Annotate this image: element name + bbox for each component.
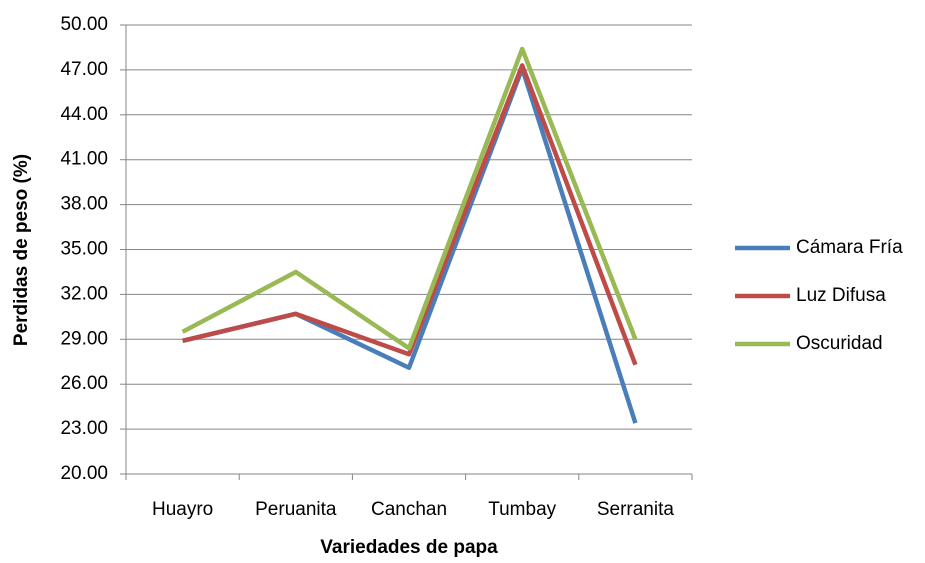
- x-axis-title: Variedades de papa: [320, 537, 498, 558]
- series-line: [182, 63, 638, 366]
- y-tick-label: 32.00: [60, 283, 108, 304]
- y-tick-label: 26.00: [60, 373, 108, 394]
- y-tick-label: 23.00: [60, 418, 108, 439]
- y-tick-label: 41.00: [60, 149, 108, 170]
- y-tick-label: 29.00: [60, 328, 108, 349]
- series-line: [182, 66, 638, 424]
- y-tick-label: 20.00: [60, 463, 108, 484]
- x-tick-label: Canchan: [371, 499, 447, 520]
- legend-label: Oscuridad: [796, 333, 883, 354]
- x-tick-label: Peruanita: [255, 499, 337, 520]
- legend-label: Cámara Fría: [796, 237, 903, 258]
- y-tick-label: 35.00: [60, 239, 108, 260]
- y-tick-label: 38.00: [60, 194, 108, 215]
- series-line: [181, 46, 638, 351]
- y-tick-label: 50.00: [60, 14, 108, 35]
- y-axis-title: Perdidas de peso (%): [11, 154, 32, 346]
- legend-label: Luz Difusa: [796, 285, 886, 306]
- x-tick-label: Serranita: [597, 499, 675, 520]
- x-tick-label: Tumbay: [488, 499, 556, 520]
- y-tick-label: 47.00: [60, 59, 108, 80]
- y-tick-label: 44.00: [60, 104, 108, 125]
- x-tick-label: Huayro: [152, 499, 213, 520]
